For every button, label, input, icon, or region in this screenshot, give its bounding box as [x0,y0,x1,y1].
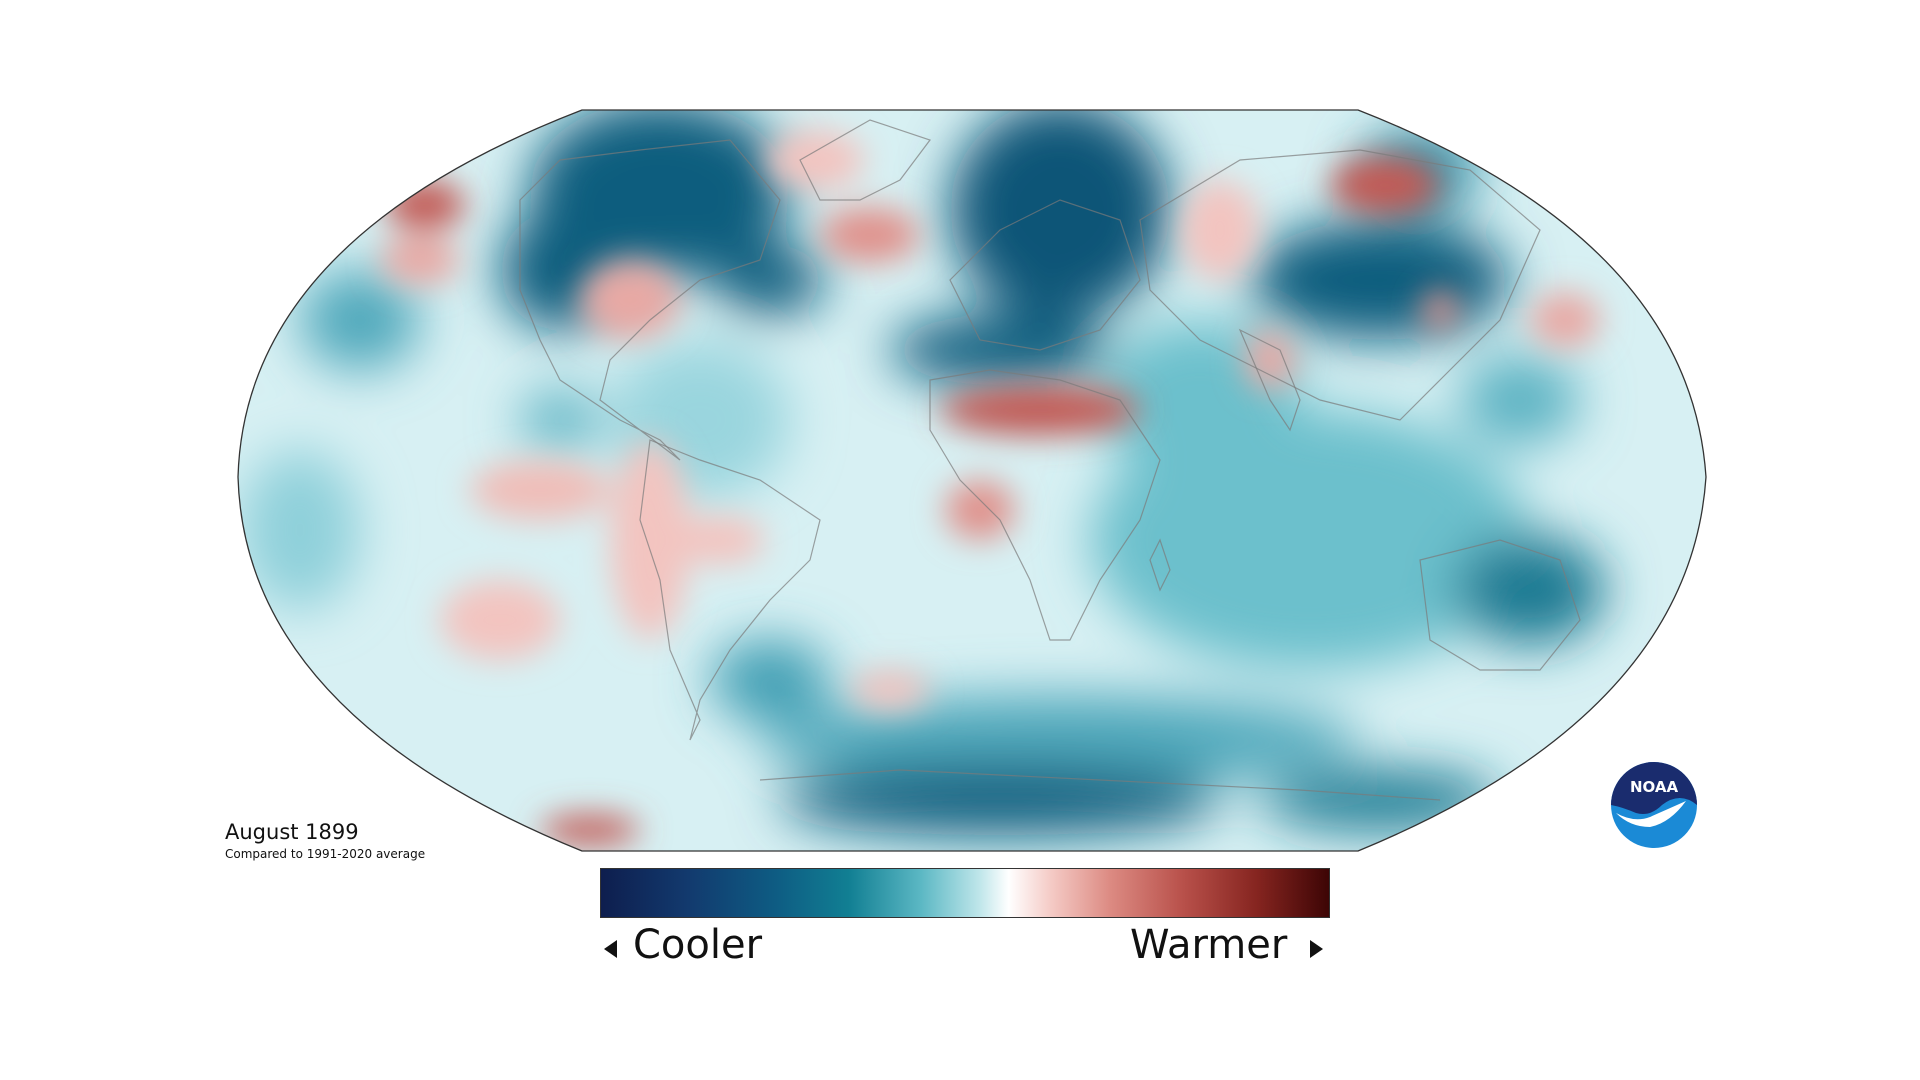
globe-outline [237,109,1707,852]
svg-text:NOAA: NOAA [1630,778,1679,796]
map-subtitle: Compared to 1991-2020 average [225,847,426,861]
noaa-logo: NOAA [1611,762,1697,848]
warm-anomaly-regions [380,130,1600,845]
left-arrow-icon [604,940,617,958]
cooler-label: Cooler [633,922,763,968]
anomaly-colorbar [600,868,1330,918]
map-title: August 1899 [225,820,359,844]
right-arrow-icon [1310,940,1323,958]
anomaly-field [238,110,1706,851]
warmer-label: Warmer [1130,922,1288,968]
continent-outlines [519,119,1581,801]
